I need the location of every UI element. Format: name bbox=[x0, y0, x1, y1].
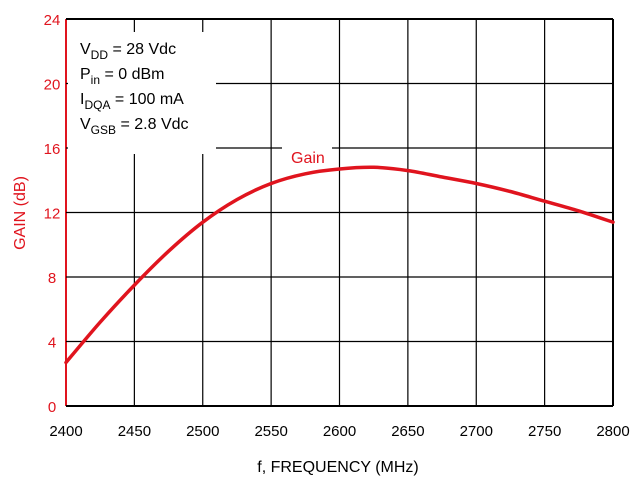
x-tick-label-2750: 2750 bbox=[528, 423, 561, 440]
condition-4: VGSB = 2.8 Vdc bbox=[80, 116, 189, 137]
y-tick-labels: 0 4 8 12 16 20 24 bbox=[44, 12, 61, 416]
series-gain-line bbox=[64, 165, 615, 365]
grid bbox=[65, 18, 614, 407]
y-tick-label-12: 12 bbox=[44, 206, 61, 223]
x-tick-label-2450: 2450 bbox=[118, 423, 151, 440]
x-axis-title: f, FREQUENCY (MHz) bbox=[257, 459, 418, 476]
x-tick-label-2650: 2650 bbox=[391, 423, 424, 440]
x-tick-label-2800: 2800 bbox=[596, 423, 629, 440]
condition-2: Pin = 0 dBm bbox=[80, 66, 165, 87]
x-tick-label-2500: 2500 bbox=[186, 423, 219, 440]
x-tick-label-2550: 2550 bbox=[254, 423, 287, 440]
y-tick-label-0: 0 bbox=[48, 399, 56, 416]
y-tick-label-16: 16 bbox=[44, 141, 61, 158]
y-axis-title: GAIN (dB) bbox=[12, 176, 29, 250]
y-tick-label-4: 4 bbox=[48, 335, 56, 352]
x-tick-label-2600: 2600 bbox=[323, 423, 356, 440]
series-label-gain: Gain bbox=[291, 150, 325, 167]
conditions-box bbox=[68, 32, 216, 154]
conditions-legend: VDD = 28 Vdc Pin = 0 dBm IDQA = 100 mA VGSB… bbox=[80, 41, 189, 137]
condition-3: IDQA = 100 mA bbox=[80, 91, 184, 112]
x-tick-label-2400: 2400 bbox=[49, 423, 82, 440]
y-tick-label-20: 20 bbox=[44, 77, 61, 94]
y-tick-label-24: 24 bbox=[44, 12, 61, 29]
gain-label-background bbox=[282, 146, 332, 168]
y-tick-label-8: 8 bbox=[48, 270, 56, 287]
x-tick-labels: 2400 2450 2500 2550 2600 2650 2700 2750 2800 bbox=[49, 423, 629, 440]
condition-1: VDD = 28 Vdc bbox=[80, 41, 176, 62]
x-tick-label-2700: 2700 bbox=[460, 423, 493, 440]
